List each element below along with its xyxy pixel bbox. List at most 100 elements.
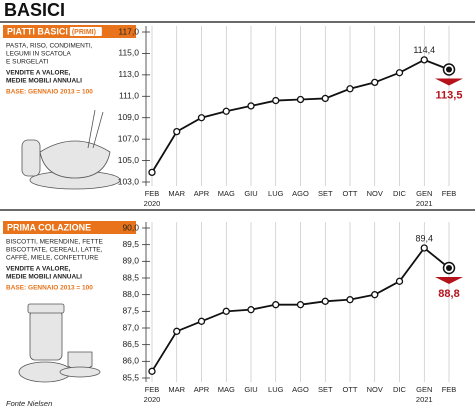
x-tick-label: DIC <box>393 385 407 394</box>
data-point <box>395 277 404 285</box>
x-tick-label: APR <box>194 189 210 198</box>
x-year-label: 2021 <box>416 395 433 404</box>
panel-description: BISCOTTATE, CEREALI, LATTE, <box>6 247 103 254</box>
y-tick-label: 89,0 <box>122 256 139 266</box>
y-tick-label: 111,0 <box>119 91 139 101</box>
data-point <box>446 66 452 73</box>
x-tick-label: NOV <box>367 189 383 198</box>
panel-description: PASTA, RISO, CONDIMENTI, <box>6 43 93 50</box>
panel-title-bar <box>3 25 136 38</box>
panel-title-tag-box <box>69 27 102 36</box>
value-label: 89,4 <box>415 233 433 243</box>
data-point <box>395 69 404 77</box>
data-point <box>222 107 230 115</box>
y-tick-label: 117,0 <box>118 26 139 36</box>
x-tick-label: OTT <box>343 385 358 394</box>
panel-description: E SURGELATI <box>6 59 49 66</box>
x-tick-label: SET <box>318 385 333 394</box>
panel-title: PRIMA COLAZIONE <box>7 222 91 232</box>
y-tick-label: 113,0 <box>118 69 139 79</box>
x-tick-label: MAG <box>218 189 235 198</box>
data-point <box>247 102 255 110</box>
panel-note: VENDITE A VALORE, <box>6 266 71 273</box>
x-tick-label: LUG <box>268 385 284 394</box>
x-year-label: 2020 <box>144 395 161 404</box>
y-tick-label: 115,0 <box>118 48 139 58</box>
data-point <box>346 296 354 304</box>
panel-title: PIATTI BASICI <box>7 26 68 36</box>
data-point <box>296 301 305 309</box>
x-year-label: 2021 <box>416 199 433 208</box>
data-point <box>197 317 206 325</box>
x-tick-label: GIU <box>244 385 257 394</box>
y-tick-label: 88,5 <box>122 272 139 282</box>
data-point <box>173 327 181 335</box>
y-tick-label: 86,0 <box>122 356 139 366</box>
panel-note: MEDIE MOBILI ANNUALI <box>6 78 82 85</box>
x-tick-label: FEB <box>145 385 160 394</box>
y-tick-label: 107,0 <box>118 133 140 143</box>
data-point <box>420 244 428 252</box>
data-point <box>173 127 181 136</box>
value-label: 88,8 <box>438 288 459 300</box>
panel-description: BISCOTTI, MERENDINE, FETTE <box>6 239 103 246</box>
data-point <box>321 94 329 103</box>
data-point <box>296 95 305 104</box>
drop-arrow <box>435 78 463 86</box>
data-point <box>148 367 156 375</box>
x-tick-label: FEB <box>442 385 457 394</box>
y-tick-label: 103,0 <box>118 176 140 186</box>
y-tick-label: 86,5 <box>122 339 139 349</box>
data-point <box>446 265 452 271</box>
y-tick-label: 105,0 <box>118 155 140 165</box>
data-point <box>148 168 156 177</box>
y-tick-label: 88,0 <box>122 289 139 299</box>
y-tick-label: 87,5 <box>122 306 139 316</box>
panel-title-tag: (PRIMI) <box>72 29 96 36</box>
x-tick-label: FEB <box>442 189 457 198</box>
x-tick-label: MAR <box>168 385 185 394</box>
x-tick-label: AGO <box>292 385 309 394</box>
x-tick-label: MAG <box>218 385 235 394</box>
y-tick-label: 85,5 <box>122 372 139 382</box>
data-point <box>321 297 329 305</box>
value-label: 113,5 <box>436 89 463 101</box>
x-tick-label: LUG <box>268 189 284 198</box>
y-tick-label: 109,0 <box>118 112 140 122</box>
x-tick-label: SET <box>318 189 333 198</box>
data-point <box>272 96 280 105</box>
x-tick-label: NOV <box>367 385 383 394</box>
data-point <box>247 306 255 314</box>
x-tick-label: GEN <box>416 189 432 198</box>
x-tick-label: FEB <box>145 189 160 198</box>
data-point <box>420 56 428 64</box>
x-tick-label: AGO <box>292 189 309 198</box>
data-point <box>197 114 206 122</box>
x-tick-label: DIC <box>393 189 407 198</box>
breakfast-illustration <box>18 303 101 383</box>
panel-note: VENDITE A VALORE, <box>6 70 71 77</box>
panel-title-bar <box>3 221 136 234</box>
y-tick-label: 90,0 <box>122 222 139 232</box>
data-point <box>272 301 280 309</box>
data-point <box>371 78 379 87</box>
source-note: Fonte Nielsen <box>6 399 52 408</box>
panel-note: MEDIE MOBILI ANNUALI <box>6 274 82 281</box>
panel-description: LEGUMI IN SCATOLA <box>6 51 71 58</box>
page-title: BASICI <box>4 0 65 20</box>
x-tick-label: GEN <box>416 385 432 394</box>
drop-arrow <box>435 277 463 284</box>
x-tick-label: APR <box>194 385 210 394</box>
x-year-label: 2020 <box>144 199 161 208</box>
data-point <box>222 307 230 315</box>
food-illustration <box>21 109 121 190</box>
value-label: 114,4 <box>413 45 435 55</box>
data-point <box>346 85 354 93</box>
x-tick-label: MAR <box>168 189 185 198</box>
y-tick-label: 89,5 <box>122 239 139 249</box>
panel-base: BASE: GENNAIO 2013 = 100 <box>6 89 93 96</box>
x-tick-label: OTT <box>343 189 358 198</box>
panel-description: CAFFÈ, MIELE, CONFETTURE <box>6 253 99 262</box>
